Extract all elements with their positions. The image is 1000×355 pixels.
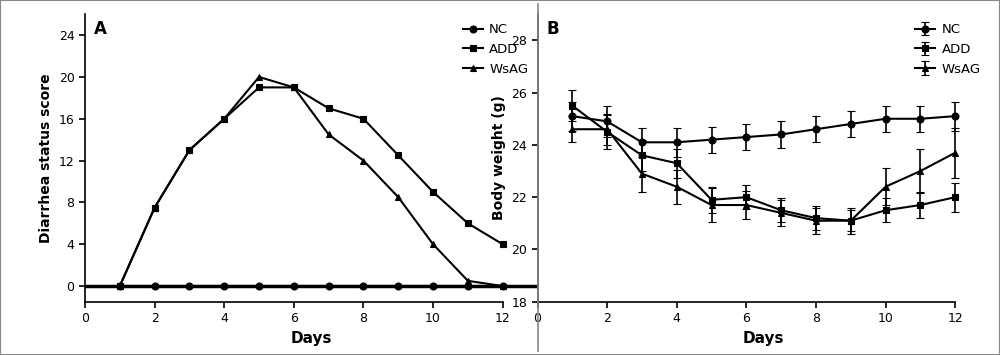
NC [497,284,509,288]
NC [183,284,195,288]
Text: A: A [94,20,107,38]
Legend: NC, ADD, WsAG: NC, ADD, WsAG [910,18,986,81]
WsAG [497,284,509,288]
WsAG [218,117,230,121]
X-axis label: Days: Days [743,331,784,346]
WsAG [323,132,335,137]
NC [253,284,265,288]
WsAG [357,158,369,163]
ADD [288,85,300,89]
ADD [392,153,404,158]
Text: B: B [547,20,559,38]
Line: WsAG: WsAG [116,73,506,290]
WsAG [149,206,161,210]
Y-axis label: Diarrhea status score: Diarrhea status score [39,73,53,243]
ADD [253,85,265,89]
WsAG [253,75,265,79]
NC [462,284,474,288]
Legend: NC, ADD, WsAG: NC, ADD, WsAG [457,18,534,81]
NC [357,284,369,288]
ADD [462,221,474,225]
ADD [497,242,509,246]
ADD [149,206,161,210]
ADD [218,117,230,121]
WsAG [114,284,126,288]
X-axis label: Days: Days [290,331,332,346]
Y-axis label: Body weight (g): Body weight (g) [492,95,506,220]
WsAG [183,148,195,152]
ADD [114,284,126,288]
Line: NC: NC [116,283,506,290]
NC [323,284,335,288]
ADD [183,148,195,152]
WsAG [288,85,300,89]
NC [114,284,126,288]
ADD [323,106,335,110]
WsAG [392,195,404,199]
WsAG [462,279,474,283]
NC [427,284,439,288]
ADD [357,117,369,121]
NC [149,284,161,288]
NC [392,284,404,288]
WsAG [427,242,439,246]
ADD [427,190,439,194]
Line: ADD: ADD [116,84,506,290]
NC [218,284,230,288]
NC [288,284,300,288]
